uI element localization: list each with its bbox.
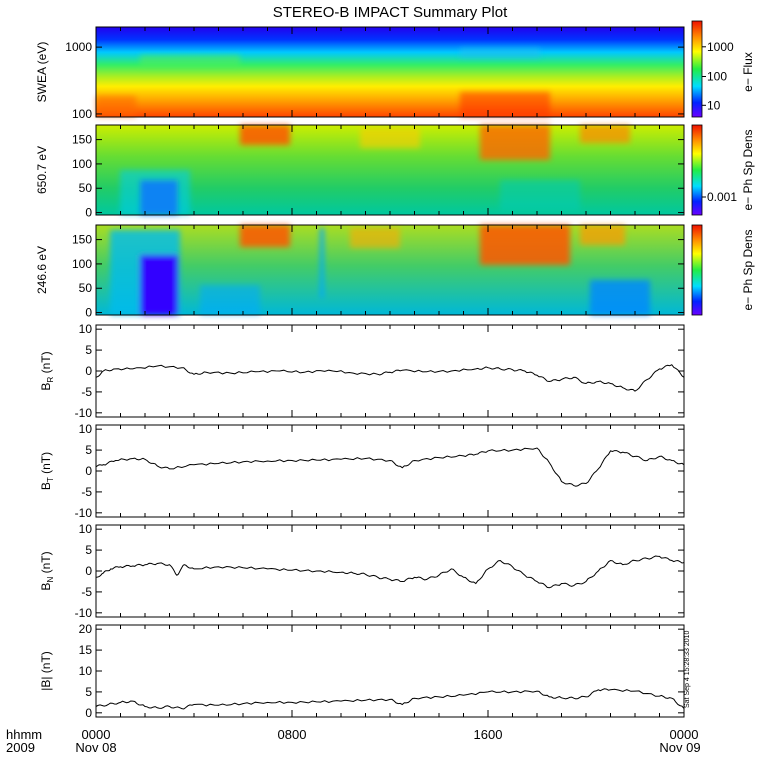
bt-y-tick-label: -10 (75, 506, 93, 520)
br-y-axis-label: BR (nT) (39, 351, 55, 390)
swea-feature (460, 48, 540, 58)
swea-y-tick-label: 100 (72, 107, 92, 121)
swea-colorbar-label: e− Flux (741, 52, 755, 92)
bmag-series-line (95, 688, 685, 710)
br-y-tick-label: 5 (85, 343, 92, 357)
swea-spectrogram (96, 27, 684, 117)
plot-title: STEREO-B IMPACT Summary Plot (273, 4, 508, 21)
pad246-y-tick-label: 0 (85, 306, 92, 320)
swea-y-axis-label: SWEA (eV) (35, 42, 49, 103)
pad650-colorbar-tick-label: 0.001 (707, 190, 737, 204)
swea-colorbar-tick-label: 1000 (707, 40, 734, 54)
bt-y-tick-label: 10 (79, 422, 93, 436)
bn-y-tick-label: -10 (75, 606, 93, 620)
bt-series-line (95, 447, 685, 487)
br-y-tick-label: -10 (75, 406, 93, 420)
swea-feature (96, 96, 136, 117)
pad650-y-tick-label: 50 (79, 181, 93, 195)
pad246-feature (590, 280, 650, 315)
pad650-feature (240, 125, 290, 145)
bmag-y-axis-label: |B| (nT) (39, 651, 53, 691)
bt-y-tick-label: 0 (85, 464, 92, 478)
colorbar-pad246 (691, 224, 703, 316)
br-series-line (95, 364, 685, 392)
pad246-feature (200, 285, 260, 315)
br-y-tick-label: 0 (85, 364, 92, 378)
x-date-label-0: Nov 08 (75, 740, 116, 755)
pad246-y-tick-label: 150 (72, 233, 92, 247)
pad650-y-axis-label: 650.7 eV (35, 146, 49, 194)
bmag-y-tick-label: 0 (85, 706, 92, 720)
pad650-y-tick-label: 100 (72, 157, 92, 171)
bt-y-axis-label: BT (nT) (39, 452, 55, 490)
pad650-y-tick-label: 0 (85, 206, 92, 220)
pad246-colorbar-label: e− Ph Sp Dens (741, 229, 755, 310)
pad246-y-axis-label: 246.6 eV (35, 246, 49, 294)
pad246-spectrogram (96, 225, 684, 315)
pad650-feature (480, 125, 550, 160)
bn-y-tick-label: 10 (79, 522, 93, 536)
br-y-tick-label: 10 (79, 322, 93, 336)
bmag-y-tick-label: 15 (79, 643, 93, 657)
pad246-feature (320, 228, 324, 298)
bt-y-tick-label: 5 (85, 443, 92, 457)
bn-series-line (95, 555, 685, 589)
x-tick-label-0: 0000 (82, 727, 111, 742)
pad650-feature (360, 128, 420, 148)
pad650-feature (500, 180, 580, 210)
pad246-feature (240, 225, 290, 247)
swea-colorbar-tick-label: 10 (707, 98, 721, 112)
colorbar-pad650 (691, 124, 703, 216)
bn-y-tick-label: 0 (85, 564, 92, 578)
swea-feature (460, 92, 550, 117)
pad246-y-tick-label: 100 (72, 257, 92, 271)
axis-corner-year: 2009 (6, 740, 35, 755)
br-frame (95, 324, 685, 418)
pad650-colorbar-label: e− Ph Sp Dens (741, 129, 755, 210)
pad246-feature (580, 225, 625, 245)
pad246-feature (350, 228, 400, 248)
br-y-tick-label: -5 (81, 385, 92, 399)
swea-y-tick-label: 1000 (65, 40, 92, 54)
timestamp-label: Sat Sep 4 15:28:33 2010 (684, 630, 691, 708)
bn-frame (95, 524, 685, 618)
pad650-y-tick-label: 150 (72, 133, 92, 147)
bmag-y-tick-label: 20 (79, 622, 93, 636)
x-tick-label-2: 1600 (474, 727, 503, 742)
bn-y-tick-label: -5 (81, 585, 92, 599)
pad650-spectrogram (96, 125, 684, 215)
bmag-y-tick-label: 5 (85, 685, 92, 699)
bn-y-axis-label: BN (nT) (39, 551, 55, 590)
colorbar-swea (691, 20, 703, 118)
pad650-feature (120, 170, 190, 215)
bmag-frame (95, 624, 685, 718)
bmag-y-tick-label: 10 (79, 664, 93, 678)
pad246-y-tick-label: 50 (79, 281, 93, 295)
swea-colorbar-tick-label: 100 (707, 70, 727, 84)
x-date-label-1: Nov 09 (659, 740, 700, 755)
bn-y-tick-label: 5 (85, 543, 92, 557)
swea-feature (140, 55, 240, 67)
swea-spectrogram-fill (96, 27, 684, 117)
x-tick-label-1: 0800 (278, 727, 307, 742)
axis-corner-hhmm: hhmm (6, 727, 42, 742)
pad246-feature (140, 255, 178, 315)
pad650-feature (580, 125, 630, 143)
bt-y-tick-label: -5 (81, 485, 92, 499)
x-tick-label-3: 0000 (670, 727, 699, 742)
pad246-feature (480, 225, 570, 265)
